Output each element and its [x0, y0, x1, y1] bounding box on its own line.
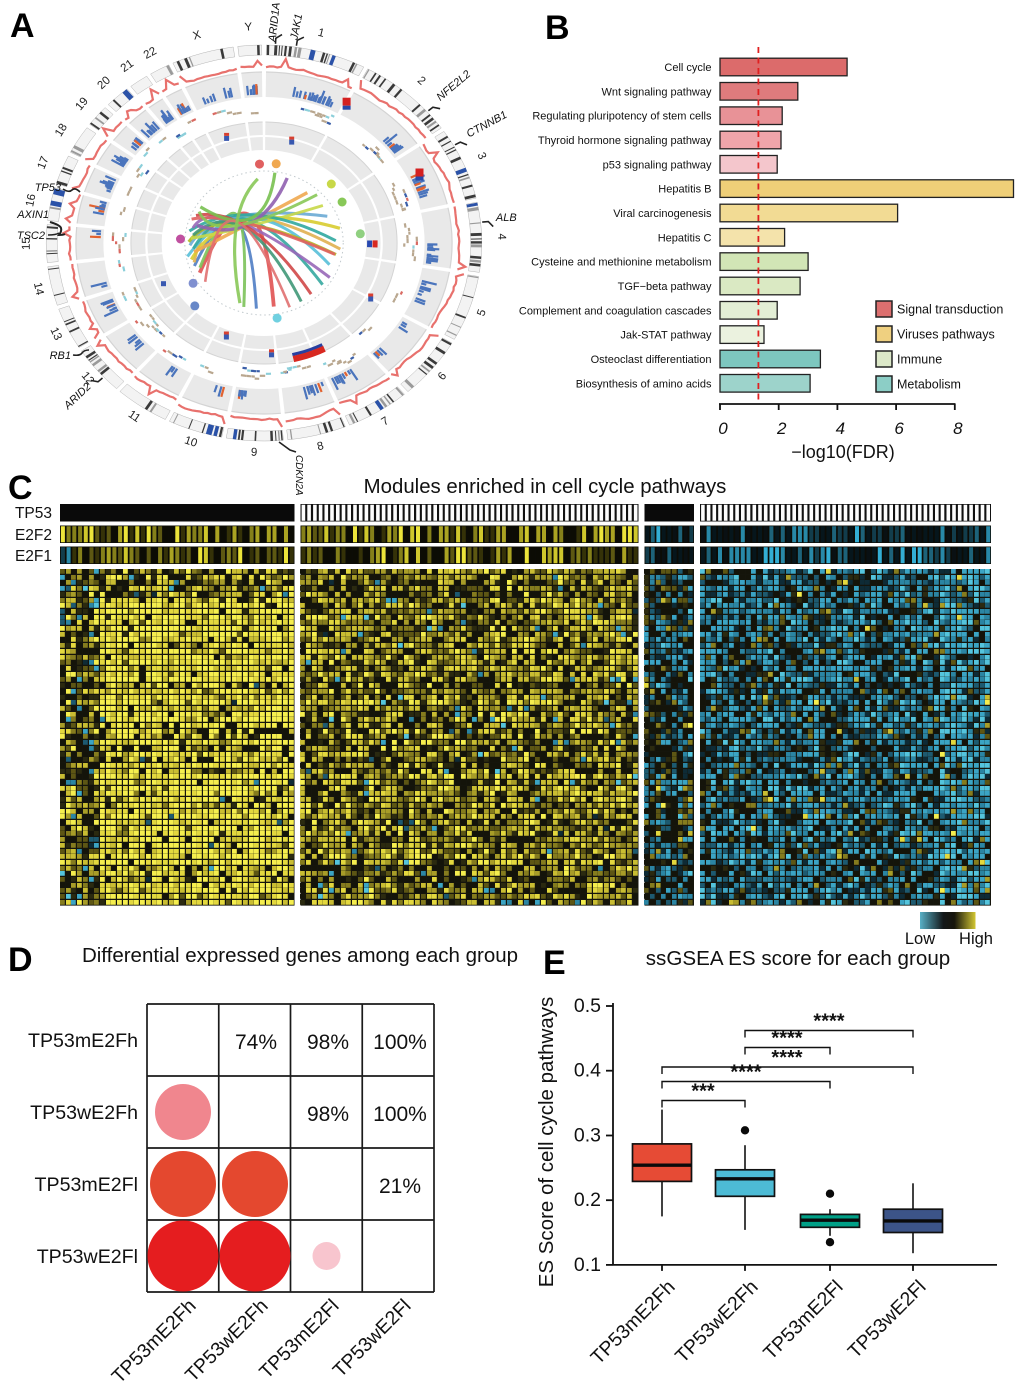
svg-text:22: 22: [142, 45, 159, 62]
svg-text:Osteoclast differentiation: Osteoclast differentiation: [591, 354, 712, 366]
svg-text:5: 5: [475, 308, 488, 318]
svg-text:Complement and coagulation cas: Complement and coagulation cascades: [519, 305, 712, 317]
svg-text:6: 6: [894, 419, 904, 438]
svg-text:21: 21: [119, 58, 136, 75]
svg-text:ARID1A: ARID1A: [267, 2, 283, 44]
svg-text:A: A: [10, 7, 35, 45]
svg-text:****: ****: [730, 1062, 761, 1084]
svg-text:17: 17: [36, 155, 52, 171]
svg-text:98%: 98%: [307, 1031, 349, 1054]
svg-text:0: 0: [718, 419, 728, 438]
svg-text:8: 8: [316, 440, 325, 453]
svg-text:****: ****: [813, 1011, 844, 1033]
svg-text:16: 16: [24, 193, 38, 208]
svg-text:0.4: 0.4: [574, 1060, 601, 1082]
svg-text:Metabolism: Metabolism: [897, 378, 961, 392]
svg-text:100%: 100%: [373, 1031, 427, 1054]
svg-text:Hepatitis B: Hepatitis B: [658, 184, 711, 196]
svg-text:Regulating pluripotency of ste: Regulating pluripotency of stem cells: [532, 111, 712, 123]
svg-text:Low: Low: [905, 930, 935, 948]
svg-text:14: 14: [31, 281, 46, 297]
svg-text:RB1: RB1: [50, 350, 71, 362]
svg-text:0.2: 0.2: [574, 1189, 601, 1211]
svg-text:High: High: [959, 930, 993, 948]
svg-text:9: 9: [251, 447, 258, 459]
svg-text:4: 4: [495, 233, 507, 240]
svg-text:3: 3: [474, 151, 488, 162]
svg-text:Modules enriched in cell cycle: Modules enriched in cell cycle pathways: [364, 476, 727, 498]
svg-text:B: B: [545, 9, 570, 47]
svg-text:****: ****: [771, 1047, 802, 1069]
svg-text:JAK1: JAK1: [288, 13, 305, 42]
svg-text:E: E: [543, 944, 566, 982]
svg-text:C: C: [8, 469, 33, 507]
svg-text:74%: 74%: [235, 1031, 277, 1054]
svg-text:Signal transduction: Signal transduction: [897, 303, 1003, 317]
svg-text:8: 8: [953, 419, 963, 438]
svg-text:TP53mE2Fh: TP53mE2Fh: [28, 1030, 138, 1052]
svg-text:0.5: 0.5: [574, 995, 601, 1017]
svg-text:X: X: [192, 29, 203, 43]
svg-text:13: 13: [47, 326, 63, 343]
svg-text:Cysteine and methionine metabo: Cysteine and methionine metabolism: [531, 257, 711, 269]
svg-text:TSC2: TSC2: [17, 230, 45, 242]
svg-text:7: 7: [380, 415, 392, 429]
svg-text:Viruses pathways: Viruses pathways: [897, 328, 995, 342]
svg-text:11: 11: [126, 408, 143, 425]
svg-text:Differential expressed genes a: Differential expressed genes among each …: [82, 944, 518, 967]
svg-text:ssGSEA ES score for each group: ssGSEA ES score for each group: [646, 947, 950, 970]
svg-text:****: ****: [771, 1028, 802, 1050]
svg-text:CDKN2A: CDKN2A: [293, 455, 304, 496]
svg-text:AXIN1: AXIN1: [16, 209, 49, 221]
svg-text:Hepatitis C: Hepatitis C: [658, 232, 712, 244]
svg-text:0.1: 0.1: [574, 1254, 601, 1276]
svg-text:Jak-STAT pathway: Jak-STAT pathway: [620, 330, 712, 342]
svg-text:0.3: 0.3: [574, 1125, 601, 1147]
svg-text:2: 2: [776, 419, 787, 438]
svg-text:1: 1: [317, 27, 326, 40]
svg-text:4: 4: [836, 419, 845, 438]
svg-text:TP53: TP53: [15, 505, 52, 522]
svg-text:98%: 98%: [307, 1103, 349, 1126]
svg-text:ALB: ALB: [495, 212, 517, 224]
svg-text:TP53wE2Fl: TP53wE2Fl: [37, 1246, 138, 1268]
svg-text:TGF−beta pathway: TGF−beta pathway: [618, 281, 712, 293]
svg-text:Biosynthesis of amino acids: Biosynthesis of amino acids: [576, 378, 712, 390]
svg-text:18: 18: [53, 122, 70, 139]
svg-text:10: 10: [183, 434, 199, 449]
svg-text:Immune: Immune: [897, 353, 942, 367]
svg-text:−log10(FDR): −log10(FDR): [791, 442, 895, 462]
svg-text:Viral carcinogenesis: Viral carcinogenesis: [613, 208, 712, 220]
svg-text:E2F2: E2F2: [15, 527, 52, 544]
svg-text:21%: 21%: [379, 1175, 421, 1198]
svg-text:TP53mE2Fl: TP53mE2Fl: [35, 1174, 138, 1196]
svg-text:ES Score of cell cycle pathway: ES Score of cell cycle pathways: [535, 997, 558, 1288]
svg-text:TP53: TP53: [35, 182, 62, 194]
svg-text:D: D: [8, 941, 33, 979]
svg-text:TP53wE2Fh: TP53wE2Fh: [30, 1102, 138, 1124]
svg-text:100%: 100%: [373, 1103, 427, 1126]
svg-text:Wnt signaling pathway: Wnt signaling pathway: [601, 86, 712, 98]
svg-text:Thyroid hormone signaling path: Thyroid hormone signaling pathway: [538, 135, 712, 147]
svg-text:15: 15: [21, 237, 33, 250]
svg-text:***: ***: [691, 1081, 715, 1103]
svg-text:Cell cycle: Cell cycle: [664, 62, 711, 74]
svg-text:Y: Y: [244, 21, 253, 34]
svg-text:E2F1: E2F1: [15, 548, 52, 565]
svg-text:p53 signaling pathway: p53 signaling pathway: [603, 159, 712, 171]
